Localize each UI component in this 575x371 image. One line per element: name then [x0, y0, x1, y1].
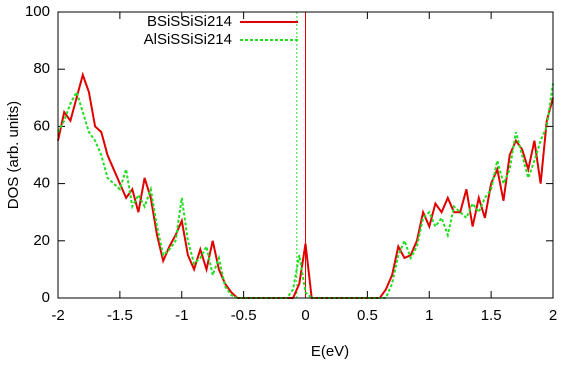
- x-tick-label: 1.5: [481, 307, 502, 324]
- x-tick-label: -0.5: [231, 307, 257, 324]
- y-tick-label: 0: [42, 289, 50, 306]
- x-tick-label: -2: [51, 307, 64, 324]
- x-tick-label: 1: [425, 307, 433, 324]
- x-tick-label: -1: [175, 307, 188, 324]
- y-tick-label: 20: [33, 232, 50, 249]
- legend-label: AlSiSSiSi214: [144, 31, 232, 48]
- y-tick-label: 100: [25, 3, 50, 20]
- legend-label: BSiSSiSi214: [147, 13, 232, 30]
- x-tick-label: -1.5: [107, 307, 133, 324]
- series-line: [57, 83, 554, 299]
- plot-frame: [57, 11, 554, 299]
- y-tick-label: 80: [33, 60, 50, 77]
- y-tick-label: 40: [33, 175, 50, 192]
- x-tick-label: 0: [301, 307, 309, 324]
- x-tick-label: 0.5: [357, 307, 378, 324]
- x-axis-label: E(eV): [311, 343, 349, 360]
- x-tick-label: 2: [549, 307, 557, 324]
- y-axis-label: DOS (arb. units): [5, 101, 22, 209]
- y-tick-label: 60: [33, 117, 50, 134]
